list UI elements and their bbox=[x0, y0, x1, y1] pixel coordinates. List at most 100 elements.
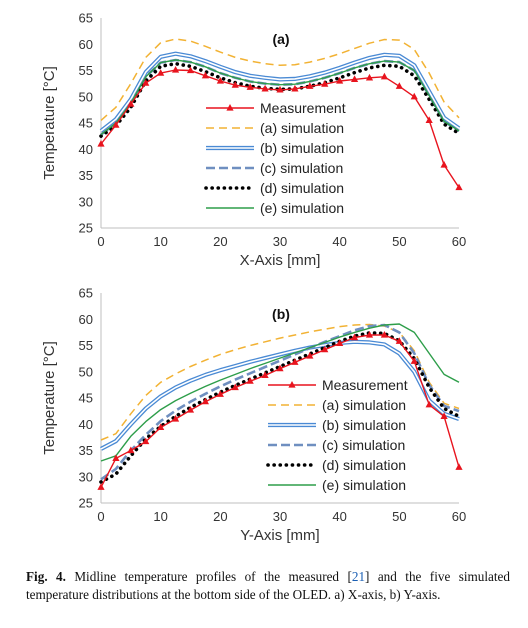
legend-item: (b) simulation bbox=[268, 417, 406, 433]
series-measurement bbox=[97, 65, 463, 191]
data-point-marker bbox=[231, 383, 239, 391]
data-point-marker bbox=[261, 371, 269, 379]
data-point-marker bbox=[216, 390, 224, 397]
legend-item: (e) simulation bbox=[268, 477, 406, 493]
data-point-marker bbox=[440, 161, 448, 168]
series-line bbox=[100, 323, 460, 441]
data-point-marker bbox=[157, 423, 165, 430]
data-point-marker bbox=[395, 82, 403, 89]
legend-item: (c) simulation bbox=[268, 437, 405, 453]
caption-reference-link[interactable]: 21 bbox=[351, 569, 366, 584]
chart-panel-b: 0 10 20 30 40 50 60 25 30 35 40 45 50 55 60 65 Y-Axis [m… bbox=[41, 286, 466, 545]
data-point-marker bbox=[142, 79, 150, 86]
caption-text-end: ] and the five simulated temperature dis… bbox=[26, 569, 510, 602]
legend-label: (e) simulation bbox=[322, 477, 406, 493]
y-tick-label: 50 bbox=[79, 364, 93, 379]
y-tick-label: 30 bbox=[79, 469, 93, 484]
y-tick-label: 55 bbox=[79, 63, 93, 78]
x-tick-label: 0 bbox=[97, 509, 104, 524]
legend-item: (a) simulation bbox=[268, 397, 406, 413]
legend: Measurement (a) simulation (b) simulation (… bbox=[204, 100, 346, 216]
data-point-marker bbox=[186, 66, 195, 74]
data-point-marker bbox=[201, 71, 210, 79]
y-tick-label: 25 bbox=[79, 221, 93, 236]
series-line bbox=[100, 323, 460, 481]
y-tick-label: 50 bbox=[79, 89, 93, 104]
x-axis-label: X-Axis [mm] bbox=[240, 252, 321, 269]
data-point-marker bbox=[246, 83, 254, 90]
y-tick-label: 55 bbox=[79, 338, 93, 353]
legend-marker bbox=[288, 381, 296, 388]
y-tick-label: 35 bbox=[79, 168, 93, 183]
data-point-marker bbox=[365, 73, 374, 81]
series-measurement bbox=[97, 331, 463, 490]
data-point-marker bbox=[276, 85, 284, 93]
series--d-simulation bbox=[99, 61, 461, 138]
x-tick-label: 30 bbox=[273, 234, 287, 249]
caption-label: Fig. 4. bbox=[26, 569, 66, 584]
series-line bbox=[99, 61, 461, 138]
figure: 0 10 20 30 40 50 60 25 30 35 40 45 50 55 60 65 X-Axis [m… bbox=[41, 11, 466, 545]
legend-item: (a) simulation bbox=[206, 120, 344, 136]
data-point-marker bbox=[246, 377, 254, 384]
legend-label: (e) simulation bbox=[260, 200, 344, 216]
data-point-marker bbox=[425, 116, 433, 123]
y-tick-label: 30 bbox=[79, 194, 93, 209]
data-point-marker bbox=[127, 100, 135, 107]
y-tick-label: 60 bbox=[79, 37, 93, 52]
data-point-marker bbox=[291, 358, 299, 365]
data-point-marker bbox=[455, 463, 463, 470]
data-point-marker bbox=[425, 400, 433, 408]
legend-item: (d) simulation bbox=[266, 457, 406, 473]
series--a-simulation bbox=[100, 323, 460, 441]
x-tick-label: 40 bbox=[332, 509, 346, 524]
x-tick-label: 0 bbox=[97, 234, 104, 249]
data-point-marker bbox=[306, 82, 314, 89]
y-tick-label: 40 bbox=[79, 142, 93, 157]
data-point-marker bbox=[97, 140, 105, 147]
y-axis-label: Temperature [°C] bbox=[41, 66, 58, 180]
y-tick-label: 65 bbox=[79, 286, 93, 301]
data-point-marker bbox=[410, 357, 418, 364]
legend-label: (d) simulation bbox=[260, 180, 344, 196]
legend-item: (b) simulation bbox=[206, 140, 344, 156]
legend-item: Measurement bbox=[206, 100, 346, 116]
data-point-marker bbox=[455, 183, 463, 191]
x-tick-label: 50 bbox=[392, 234, 406, 249]
data-point-marker bbox=[336, 339, 344, 346]
x-tick-label: 60 bbox=[452, 509, 466, 524]
legend-marker bbox=[226, 104, 234, 111]
series-line bbox=[100, 340, 460, 450]
x-tick-label: 40 bbox=[332, 234, 346, 249]
legend-label: (a) simulation bbox=[322, 397, 406, 413]
legend-label: (a) simulation bbox=[260, 120, 344, 136]
panel-label: (b) bbox=[272, 306, 290, 322]
series-line bbox=[100, 323, 460, 462]
legend-item: (d) simulation bbox=[204, 180, 344, 196]
y-tick-label: 65 bbox=[79, 11, 93, 26]
data-point-marker bbox=[321, 345, 329, 353]
legend-label: (b) simulation bbox=[260, 140, 344, 156]
data-point-marker bbox=[201, 397, 210, 405]
x-tick-label: 50 bbox=[392, 509, 406, 524]
data-point-marker bbox=[306, 352, 314, 359]
series--c-simulation bbox=[100, 323, 460, 481]
legend-label: (c) simulation bbox=[322, 437, 405, 453]
chart-panel-a: 0 10 20 30 40 50 60 25 30 35 40 45 50 55 60 65 X-Axis [m… bbox=[41, 11, 466, 270]
data-point-marker bbox=[395, 337, 403, 344]
x-tick-label: 10 bbox=[153, 509, 167, 524]
data-point-marker bbox=[350, 333, 359, 341]
y-tick-label: 40 bbox=[79, 417, 93, 432]
data-point-marker bbox=[171, 65, 180, 73]
series-line bbox=[100, 59, 460, 136]
legend-item: Measurement bbox=[268, 377, 408, 393]
panel-label: (a) bbox=[272, 31, 289, 47]
data-point-marker bbox=[261, 84, 269, 92]
data-point-marker bbox=[365, 331, 374, 338]
y-axis-label: Temperature [°C] bbox=[41, 341, 58, 455]
data-point-marker bbox=[171, 415, 180, 422]
data-point-marker bbox=[380, 72, 389, 80]
data-point-marker bbox=[276, 364, 284, 372]
series--e-simulation bbox=[100, 323, 460, 462]
series--a-simulation bbox=[100, 38, 460, 121]
